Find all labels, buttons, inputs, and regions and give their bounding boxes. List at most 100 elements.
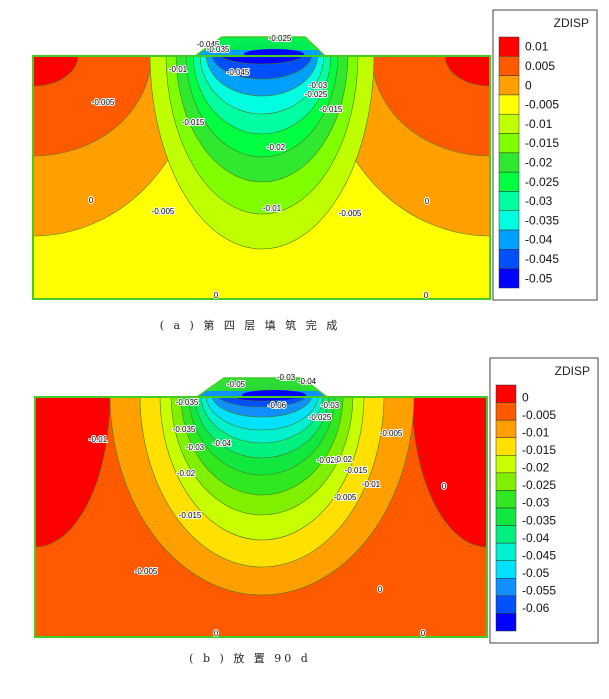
legend-label: 0.01 — [525, 40, 549, 54]
legend-label: -0.005 — [525, 98, 559, 112]
legend-label: -0.025 — [525, 175, 559, 189]
legend-label: 0 — [525, 78, 532, 92]
contour-label: -0.035 — [173, 425, 196, 434]
legend-label: -0.04 — [522, 531, 550, 545]
legend-swatch — [495, 384, 517, 403]
contour-label: -0.02 — [177, 469, 196, 478]
legend-swatch — [495, 595, 517, 614]
contour-band — [242, 390, 306, 400]
legend-label: -0.005 — [522, 408, 556, 422]
legend-swatch — [495, 402, 517, 421]
legend-swatch — [495, 578, 517, 597]
contour-label: -0.025 — [317, 456, 340, 465]
legend-swatch — [495, 490, 517, 509]
contour-label: -0.005 — [334, 493, 357, 502]
legend-swatch — [495, 542, 517, 561]
legend-label: -0.03 — [525, 194, 553, 208]
legend-label: -0.06 — [522, 601, 550, 615]
legend-label: -0.02 — [522, 461, 550, 475]
contour-label: -0.005 — [339, 209, 362, 218]
contour-panel-b: -0.05-0.03 -0.04-0.035 -0.06-0.035-0.03-0.… — [34, 372, 488, 639]
legend-label: 0.005 — [525, 59, 555, 73]
contour-label: -0.01 — [89, 435, 108, 444]
contour-label: -0.045 — [197, 40, 220, 49]
legend-a: ZDISP 0.01 0.005 0 -0.005 -0.01 -0.015 -0.02 -0.… — [492, 9, 598, 301]
legend-title: ZDISP — [555, 364, 590, 378]
embankment-outline — [192, 36, 327, 57]
contour-label: -0.04 — [213, 439, 232, 448]
contour-label: -0.005 — [135, 567, 158, 576]
legend-swatch — [495, 455, 517, 474]
contour-label: -0.005 — [152, 207, 175, 216]
contour-label: -0.015 — [345, 466, 368, 475]
contour-label: -0.01 — [362, 480, 381, 489]
contour-label: -0.015 — [320, 105, 343, 114]
legend-swatch — [498, 75, 520, 96]
contour-label: -0.03 — [321, 401, 340, 410]
contour-band — [244, 49, 304, 59]
legend-label: -0.01 — [522, 425, 550, 439]
legend-swatch — [498, 171, 520, 192]
contour-label: 0 — [421, 629, 426, 638]
legend-swatch — [498, 249, 520, 269]
contour-label: -0.06 — [268, 401, 287, 410]
contour-label: 0 — [425, 197, 430, 206]
contour-label: -0.03 — [277, 373, 296, 382]
legend-swatch — [498, 191, 520, 212]
legend-swatch — [498, 94, 520, 115]
legend-label: -0.04 — [525, 233, 553, 247]
contour-label: -0.025 — [269, 34, 292, 43]
contour-label: 0 — [214, 629, 219, 638]
legend-title: ZDISP — [554, 16, 589, 30]
legend-swatch — [495, 437, 517, 456]
legend-label: -0.025 — [522, 478, 556, 492]
legend-label: 0 — [522, 390, 529, 404]
legend-label: -0.02 — [525, 156, 553, 170]
contour-label: -0.01 — [169, 65, 188, 74]
contour-label: -0.02 — [334, 455, 353, 464]
contour-panel-a: -0.025-0.045-0.035-0.045-0.01-0.005-0.03… — [32, 33, 491, 301]
embankment-band — [35, 378, 487, 391]
legend-swatch — [498, 56, 520, 76]
contour-label: -0.015 — [179, 511, 202, 520]
contour-label: -0.045 — [227, 68, 250, 77]
legend-label: -0.01 — [525, 117, 553, 131]
contour-label: 0 — [424, 291, 429, 300]
contour-label: -0.02 — [267, 143, 286, 152]
legend-label: -0.055 — [522, 584, 556, 598]
caption-b: ( b ) 放 置 90 d — [189, 652, 311, 665]
contour-label: -0.035 — [176, 398, 199, 407]
legend-label: -0.045 — [525, 252, 559, 266]
contour-label: -0.015 — [182, 118, 205, 127]
legend-label: -0.035 — [522, 513, 556, 527]
legend-label: -0.03 — [522, 496, 550, 510]
contour-label: -0.04 — [298, 377, 317, 386]
legend-label: -0.015 — [522, 443, 556, 457]
legend-swatch — [498, 152, 520, 173]
contour-label: 0 — [89, 196, 94, 205]
legend-swatch — [498, 113, 520, 134]
legend-label: -0.05 — [525, 271, 553, 285]
contour-label: -0.025 — [309, 413, 332, 422]
legend-swatch — [495, 419, 517, 438]
legend-swatch — [498, 36, 520, 57]
embankment-outline — [194, 377, 330, 398]
contour-label: -0.01 — [263, 204, 282, 213]
legend-label: -0.05 — [522, 566, 550, 580]
legend-label: -0.035 — [525, 213, 559, 227]
legend-swatch — [498, 229, 520, 250]
contour-label: -0.025 — [305, 90, 328, 99]
legend-label: -0.015 — [525, 136, 559, 150]
legend-swatch — [495, 472, 517, 491]
legend-swatch — [495, 507, 517, 526]
contour-label: -0.035 — [207, 45, 230, 54]
contour-label: 0 — [378, 585, 383, 594]
contour-label: -0.03 — [186, 443, 205, 452]
embankment-band — [33, 37, 490, 50]
contour-label: -0.05 — [227, 380, 246, 389]
legend-swatch — [498, 210, 520, 231]
legend-swatch — [495, 613, 517, 632]
contour-label: 0 — [214, 291, 219, 300]
contour-label: -0.005 — [92, 98, 115, 107]
